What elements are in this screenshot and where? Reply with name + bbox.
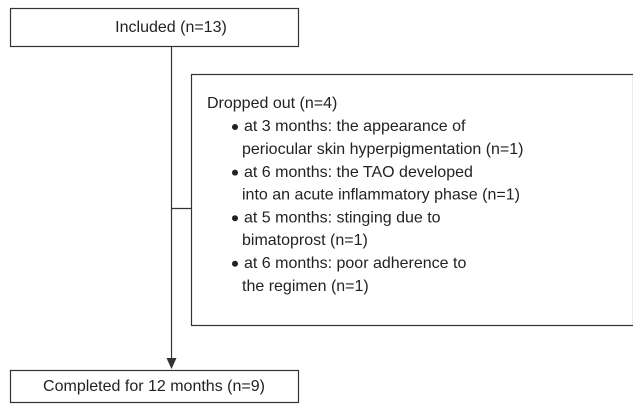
bullet [232, 124, 238, 130]
item-line: at 6 months: poor adherence to [244, 255, 466, 272]
bullet [232, 260, 238, 267]
dropped-title: Dropped out (n=4) [207, 95, 337, 112]
item-line: into an acute inflammatory phase (n=1) [242, 187, 520, 204]
bullet [232, 215, 238, 222]
item-line: at 5 months: stinging due to [244, 209, 441, 226]
dropped-box [190, 73, 633, 327]
included-box [9, 7, 300, 48]
item-line: at 6 months: the TAO developed [244, 164, 473, 181]
included-label: Included (n=13) [115, 19, 227, 36]
item-line: bimatoprost (n=1) [242, 232, 368, 249]
arrow-head [166, 358, 177, 369]
item-line: the regimen (n=1) [242, 278, 369, 295]
item-line: periocular skin hyperpigmentation (n=1) [242, 141, 523, 158]
completed-label: Completed for 12 months (n=9) [43, 378, 265, 395]
dropped-items: at 3 months: the appearance of periocular… [232, 118, 523, 295]
item-line: at 3 months: the appearance of [244, 118, 466, 135]
bullet [232, 169, 238, 176]
completed-box [9, 369, 300, 404]
